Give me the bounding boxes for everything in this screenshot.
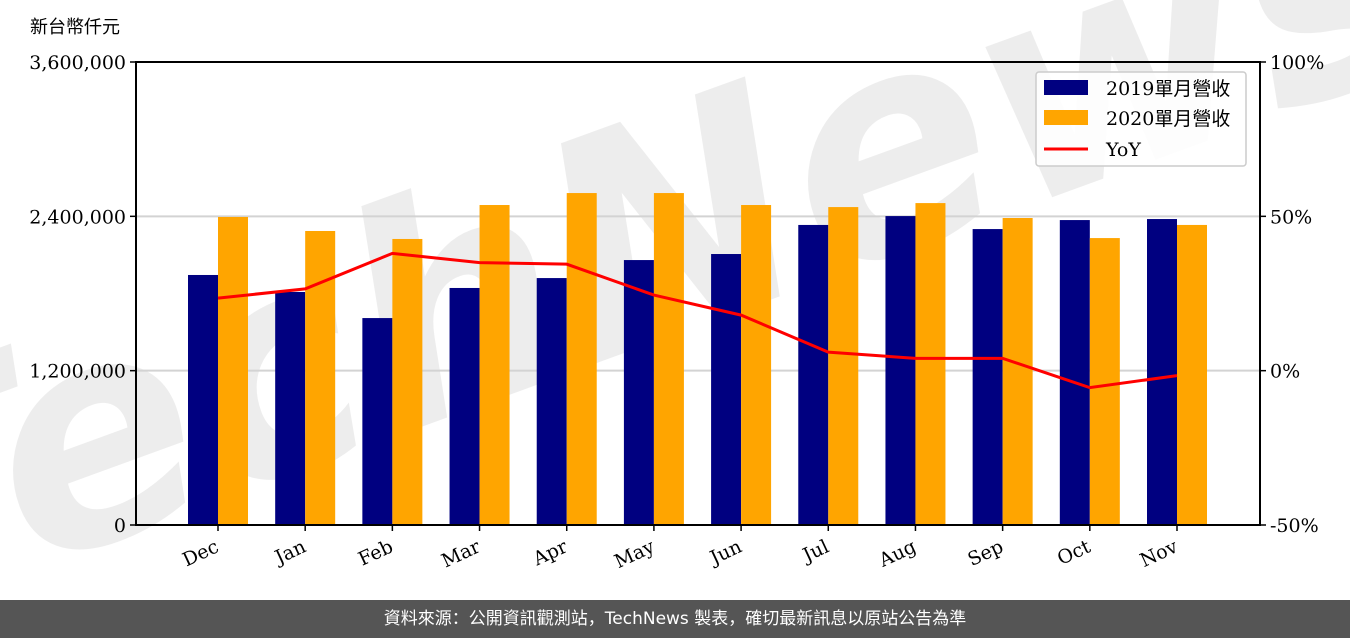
svg-text:Feb: Feb: [355, 536, 397, 571]
bar-2020-aug: [915, 203, 946, 525]
svg-text:100%: 100%: [1270, 52, 1324, 74]
source-footer: 資料來源：公開資訊觀測站，TechNews 製表，確切最新訊息以原站公告為準: [0, 600, 1350, 638]
svg-text:50%: 50%: [1270, 206, 1312, 228]
bar-2019-feb: [362, 318, 393, 525]
svg-text:2020單月營收: 2020單月營收: [1106, 108, 1230, 130]
svg-text:0: 0: [114, 515, 126, 537]
svg-text:Jul: Jul: [798, 536, 833, 568]
bar-2019-jul: [798, 224, 829, 526]
revenue-chart: TechNews 01,200,0002,400,0003,600,000-50…: [0, 0, 1350, 600]
yoy-line: [217, 251, 1178, 390]
bar-2020-apr: [566, 193, 597, 525]
bar-2019-dec: [188, 274, 218, 525]
bar-2019-aug: [885, 216, 916, 525]
bar-2019-may: [623, 260, 654, 525]
svg-text:Nov: Nov: [1137, 535, 1182, 571]
svg-text:2019單月營收: 2019單月營收: [1106, 78, 1230, 100]
bar-2020-feb: [392, 238, 423, 526]
bar-2020-mar: [479, 205, 510, 525]
bar-2019-mar: [449, 287, 480, 525]
bar-2019-nov: [1147, 219, 1177, 525]
bar-2020-jan: [305, 230, 336, 525]
bar-2020-dec: [218, 216, 248, 526]
svg-text:YoY: YoY: [1105, 139, 1141, 161]
svg-text:May: May: [611, 535, 658, 573]
svg-text:-50%: -50%: [1270, 515, 1319, 537]
bar-2019-jun: [711, 254, 742, 525]
svg-text:Aug: Aug: [875, 536, 920, 572]
svg-text:Mar: Mar: [438, 535, 484, 572]
bar-2020-jun: [741, 205, 772, 525]
bar-2020-sep: [1002, 218, 1033, 525]
bar-2019-jan: [275, 291, 306, 525]
bar-2020-jul: [828, 207, 859, 525]
svg-text:Apr: Apr: [529, 535, 572, 571]
bar-2019-oct: [1059, 220, 1090, 525]
legend: 2019單月營收 2020單月營收 YoY: [1035, 71, 1247, 167]
svg-text:Sep: Sep: [964, 536, 1006, 571]
bar-2019-apr: [536, 278, 567, 525]
bar-series: [188, 193, 1207, 526]
bar-2020-may: [653, 193, 684, 525]
svg-text:Jun: Jun: [705, 536, 745, 570]
svg-text:0%: 0%: [1270, 361, 1300, 383]
svg-text:Oct: Oct: [1054, 535, 1094, 569]
bar-2019-sep: [972, 229, 1003, 525]
svg-text:2,400,000: 2,400,000: [29, 206, 126, 228]
svg-text:1,200,000: 1,200,000: [29, 361, 126, 383]
y-axis-label: 新台幣仟元: [30, 17, 120, 38]
bar-2020-oct: [1089, 238, 1120, 525]
bar-2020-nov: [1177, 224, 1207, 526]
svg-text:3,600,000: 3,600,000: [29, 52, 126, 74]
